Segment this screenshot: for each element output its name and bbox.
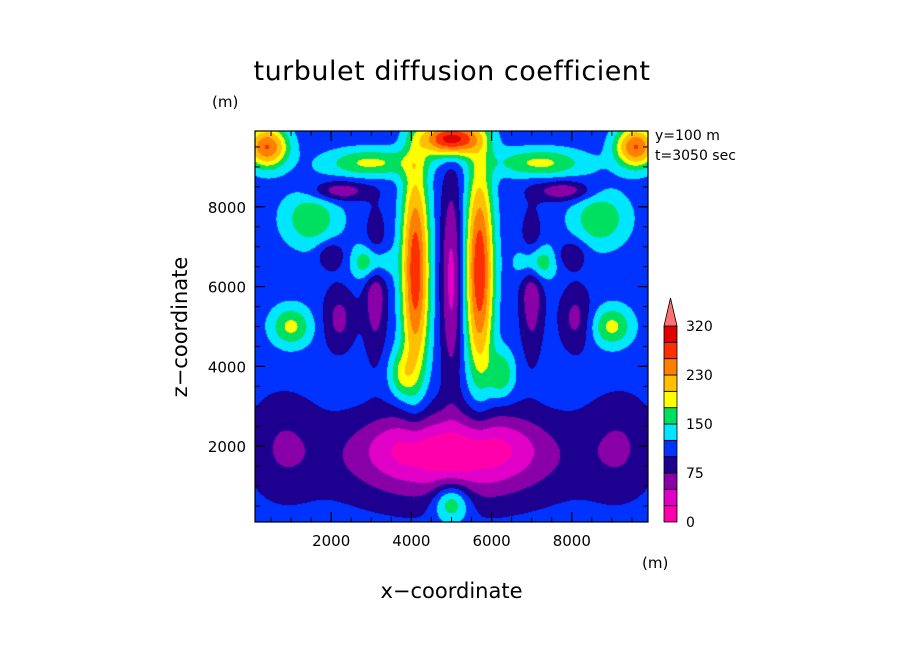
chart-title: turbulet diffusion coefficient bbox=[253, 56, 651, 87]
colorbar-box bbox=[663, 423, 678, 441]
colorbar-label: 75 bbox=[686, 466, 704, 482]
x-tick-label: 6000 bbox=[473, 532, 511, 550]
colorbar-label: 320 bbox=[686, 319, 713, 335]
colorbar-box bbox=[663, 505, 678, 523]
x-tick-label: 8000 bbox=[553, 532, 591, 550]
x-unit-label: (m) bbox=[642, 554, 669, 572]
annotation-y-position: y=100 m bbox=[655, 128, 720, 144]
colorbar: 0 75 150 230 320 bbox=[663, 297, 713, 531]
colorbar-extend-arrow bbox=[663, 297, 678, 327]
colorbar-box bbox=[663, 374, 678, 392]
colorbar-label: 0 bbox=[686, 515, 695, 531]
z-unit-label: (m) bbox=[212, 93, 239, 111]
y-tick-label: 4000 bbox=[208, 358, 246, 376]
y-tick-label: 2000 bbox=[208, 438, 246, 456]
colorbar-box bbox=[663, 407, 678, 425]
contour-field bbox=[255, 131, 648, 522]
plot-area bbox=[255, 131, 648, 522]
x-axis-label: x−coordinate bbox=[380, 579, 523, 603]
colorbar-box bbox=[663, 456, 678, 474]
colorbar-box bbox=[663, 488, 678, 507]
colorbar-box bbox=[663, 390, 678, 409]
annotation-time: t=3050 sec bbox=[655, 148, 736, 164]
x-tick-label: 4000 bbox=[392, 532, 430, 550]
axes: 2000 4000 6000 8000 2000 4000 6000 8000 bbox=[208, 130, 649, 550]
colorbar-box bbox=[663, 439, 678, 458]
colorbar-box bbox=[663, 325, 678, 343]
y-tick-label: 8000 bbox=[208, 199, 246, 217]
colorbar-box bbox=[663, 472, 678, 490]
colorbar-label: 230 bbox=[686, 368, 713, 384]
colorbar-box bbox=[663, 341, 678, 360]
y-tick-label: 6000 bbox=[208, 279, 246, 297]
colorbar-box bbox=[663, 358, 678, 376]
x-tick-label: 2000 bbox=[312, 532, 350, 550]
colorbar-label: 150 bbox=[686, 417, 713, 433]
